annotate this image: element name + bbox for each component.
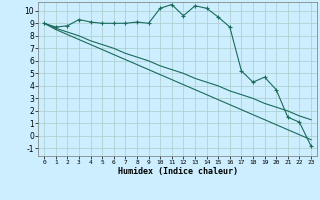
X-axis label: Humidex (Indice chaleur): Humidex (Indice chaleur) — [118, 167, 238, 176]
